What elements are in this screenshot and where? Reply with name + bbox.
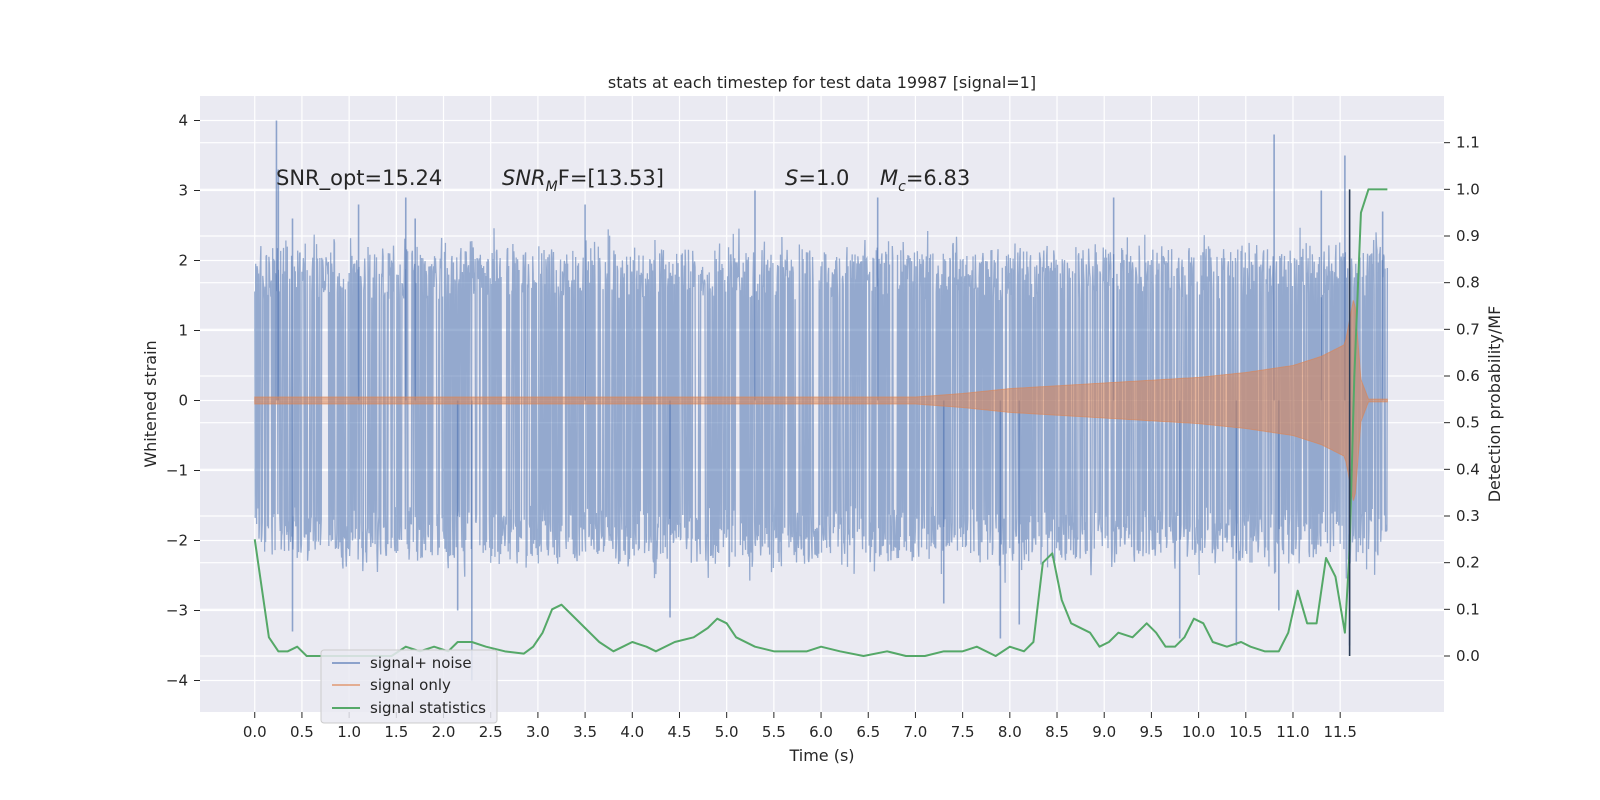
y2-tick-label: 0.4 bbox=[1456, 460, 1480, 478]
mc-subscript: c bbox=[898, 179, 906, 195]
mc-value: =6.83 bbox=[906, 166, 970, 190]
signal-only-envelope bbox=[254, 300, 1388, 501]
x-tick-label: 11.5 bbox=[1323, 723, 1356, 741]
x-tick-label: 11.0 bbox=[1276, 723, 1309, 741]
x-tick-label: 10.0 bbox=[1182, 723, 1215, 741]
mc-annotation: Mc=6.83 bbox=[880, 166, 970, 195]
y2-tick-label: 0.3 bbox=[1456, 507, 1480, 525]
x-tick-label: 0.0 bbox=[243, 723, 267, 741]
x-tick-label: 10.5 bbox=[1229, 723, 1262, 741]
y2-tick-label: 0.1 bbox=[1456, 600, 1480, 618]
s-value: =1.0 bbox=[798, 166, 849, 190]
legend-label-signal-noise: signal+ noise bbox=[370, 654, 472, 672]
x-tick-label: 6.0 bbox=[809, 723, 833, 741]
snr-mf-value: F=[13.53] bbox=[558, 166, 664, 190]
legend-box bbox=[320, 649, 498, 724]
signal-statistics-series bbox=[253, 188, 1388, 657]
y2-tick-label: 0.8 bbox=[1456, 274, 1480, 292]
y-axis-label: Whitened strain bbox=[141, 340, 160, 467]
y-tick-label: −4 bbox=[166, 672, 188, 690]
x-tick-label: 9.0 bbox=[1092, 723, 1116, 741]
snr-mf-name: SNR bbox=[502, 166, 546, 190]
x-tick-label: 9.5 bbox=[1139, 723, 1163, 741]
y2-tick-label: 0.6 bbox=[1456, 367, 1480, 385]
x-tick-label: 7.0 bbox=[904, 723, 928, 741]
snr-opt-annotation: SNR_opt=15.24 bbox=[276, 166, 442, 191]
y-tick-label: 0 bbox=[178, 392, 188, 410]
mc-name: M bbox=[880, 166, 898, 190]
y2-tick-label: 0.0 bbox=[1456, 647, 1480, 665]
chart-title: stats at each timestep for test data 199… bbox=[608, 73, 1036, 92]
signal-noise-series bbox=[254, 120, 1389, 681]
signal-statistics-line bbox=[253, 188, 1388, 657]
x-tick-label: 3.5 bbox=[573, 723, 597, 741]
s-name: S bbox=[785, 166, 798, 190]
x-tick-label: 6.5 bbox=[856, 723, 880, 741]
x-tick-label: 7.5 bbox=[951, 723, 975, 741]
signal-noise-trace bbox=[254, 227, 1389, 583]
x-tick-label: 2.5 bbox=[479, 723, 503, 741]
y2-tick-label: 0.5 bbox=[1456, 414, 1480, 432]
x-tick-label: 1.5 bbox=[384, 723, 408, 741]
y2-tick-label: 0.7 bbox=[1456, 320, 1480, 338]
x-tick-label: 4.0 bbox=[620, 723, 644, 741]
x-tick-label: 8.5 bbox=[1045, 723, 1069, 741]
x-tick-label: 4.5 bbox=[668, 723, 692, 741]
x-tick-label: 1.0 bbox=[337, 723, 361, 741]
y-tick-label: 4 bbox=[178, 112, 188, 130]
legend-label-signal-statistics: signal statistics bbox=[370, 699, 486, 717]
legend-label-signal-only: signal only bbox=[370, 676, 451, 694]
x-tick-label: 0.5 bbox=[290, 723, 314, 741]
y2-tick-label: 0.9 bbox=[1456, 227, 1480, 245]
y-tick-label: 1 bbox=[178, 322, 188, 340]
y-tick-label: −2 bbox=[166, 532, 188, 550]
y2-tick-label: 1.0 bbox=[1456, 180, 1480, 198]
x-tick-label: 5.5 bbox=[762, 723, 786, 741]
x-axis-label: Time (s) bbox=[788, 746, 854, 765]
y-tick-label: 3 bbox=[178, 182, 188, 200]
x-tick-label: 5.0 bbox=[715, 723, 739, 741]
y-tick-label: 2 bbox=[178, 252, 188, 270]
x-tick-label: 3.0 bbox=[526, 723, 550, 741]
legend: signal+ noise signal only signal statist… bbox=[320, 649, 498, 724]
snr-mf-subscript: M bbox=[546, 179, 558, 195]
s-annotation: S=1.0 bbox=[785, 166, 849, 190]
y-tick-label: −1 bbox=[166, 462, 188, 480]
y2-tick-label: 0.2 bbox=[1456, 554, 1480, 572]
tick-labels: 0.0 0.5 1.0 1.5 2.0 2.5 3.0 3.5 4.0 4.5 5.0 5.5 6.0 6… bbox=[166, 112, 1480, 742]
y2-tick-label: 1.1 bbox=[1456, 134, 1480, 152]
signal-only-series bbox=[254, 300, 1388, 501]
y-tick-label: −3 bbox=[166, 602, 188, 620]
snr-mf-annotation: SNRMF=[13.53] bbox=[502, 166, 664, 195]
x-tick-label: 2.0 bbox=[432, 723, 456, 741]
x-tick-label: 8.0 bbox=[998, 723, 1022, 741]
y2-axis-label: Detection probability/MF bbox=[1485, 306, 1504, 503]
